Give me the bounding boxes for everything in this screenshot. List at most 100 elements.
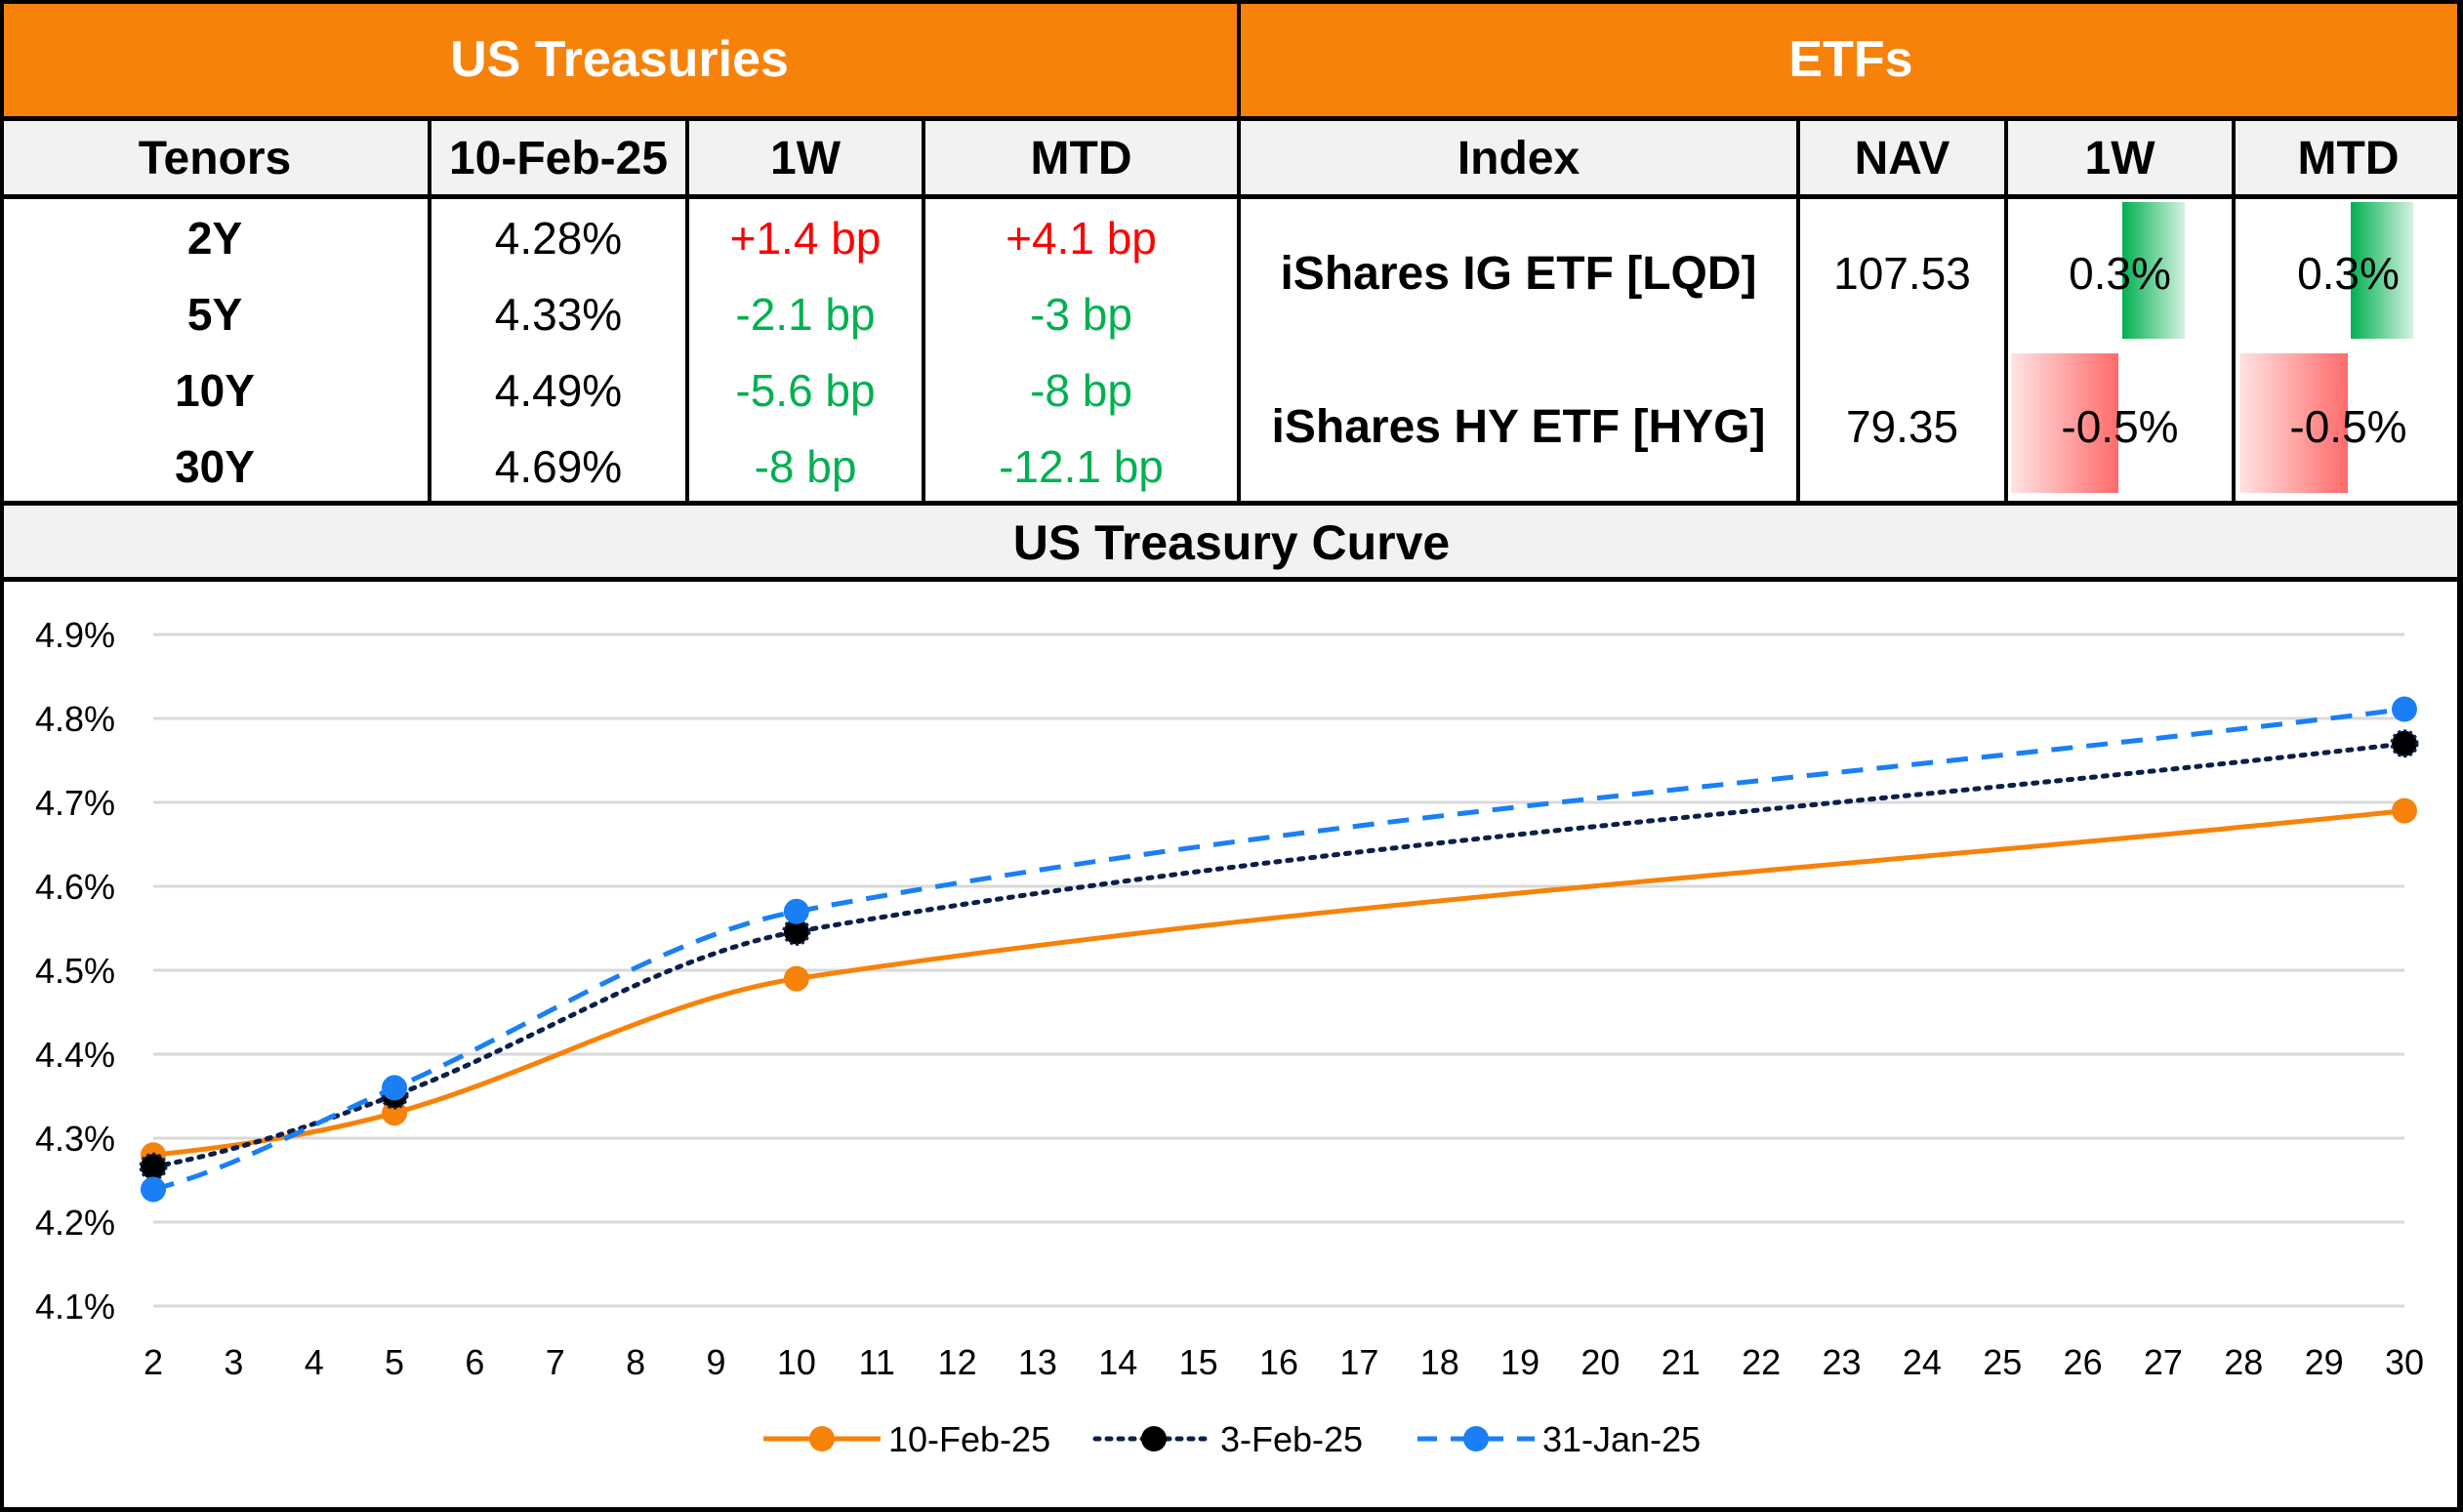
y-tick-label: 4.9% (35, 615, 115, 655)
treasuries-title: US Treasuries (450, 31, 789, 88)
x-tick-label: 30 (2385, 1342, 2424, 1382)
legend-marker (1141, 1426, 1167, 1451)
etfs-title: ETFs (1788, 31, 1913, 88)
change-mtd-cell: -8 bp (1030, 365, 1132, 416)
change-mtd-cell: -3 bp (1030, 289, 1132, 340)
data-point (2392, 696, 2417, 722)
border-section-divider (1237, 0, 1241, 505)
legend-marker (809, 1426, 835, 1451)
col-header-date: 10-Feb-25 (430, 119, 687, 197)
x-tick-label: 17 (1339, 1342, 1378, 1382)
data-point (141, 1176, 166, 1203)
data-point (2392, 797, 2417, 824)
legend-label: 3-Feb-25 (1220, 1419, 1363, 1459)
x-tick-label: 3 (224, 1342, 243, 1382)
x-tick-label: 12 (938, 1342, 977, 1382)
x-tick-label: 27 (2144, 1342, 2183, 1382)
border-col-7 (2232, 119, 2236, 505)
change-1w-cell: +1.4 bp (729, 213, 882, 264)
border-under-data (0, 501, 2463, 506)
y-tick-label: 4.2% (35, 1203, 115, 1243)
y-tick-label: 4.6% (35, 867, 115, 907)
x-tick-label: 5 (385, 1342, 404, 1382)
etfs-section-header: ETFs (1239, 0, 2463, 119)
border-top (0, 0, 2463, 4)
x-tick-label: 13 (1018, 1342, 1057, 1382)
nav-cell: 79.35 (1845, 401, 1959, 452)
col-header-1w: 1W (687, 119, 924, 197)
border-col-5 (1796, 119, 1800, 505)
border-col-6 (2004, 119, 2008, 505)
databar-hyg-1w (2011, 353, 2118, 493)
data-point (783, 898, 809, 924)
yield-cell: 4.49% (494, 365, 623, 416)
chart-title: US Treasury Curve (1012, 514, 1451, 570)
y-tick-label: 4.8% (35, 699, 115, 739)
etf-name-cell: iShares HY ETF [HYG] (1271, 400, 1766, 453)
y-tick-label: 4.5% (35, 951, 115, 991)
yield-cell: 4.28% (494, 213, 623, 264)
tenor-cell: 5Y (186, 289, 243, 340)
x-tick-label: 16 (1259, 1342, 1298, 1382)
border-under-chart-title (0, 577, 2463, 582)
x-tick-label: 24 (1903, 1342, 1942, 1382)
etf-1w-cell: 0.3% (2069, 248, 2171, 299)
x-tick-label: 9 (706, 1342, 725, 1382)
legend: 10-Feb-25 3-Feb-25 31-Jan-25 (763, 1419, 1701, 1459)
treasuries-section-header: US Treasuries (0, 0, 1239, 119)
x-tick-label: 29 (2305, 1342, 2344, 1382)
col-header-etf-1w: 1W (2006, 119, 2234, 197)
tenor-cell: 10Y (175, 365, 255, 416)
col-header-index: Index (1239, 119, 1798, 197)
x-tick-label: 2 (144, 1342, 163, 1382)
border-right (2457, 0, 2463, 1512)
y-tick-label: 4.1% (35, 1287, 115, 1327)
etf-mtd-cell: -0.5% (2289, 401, 2407, 452)
border-bottom (0, 1507, 2463, 1512)
databar-lqd-mtd (2351, 202, 2413, 339)
etf-1w-cell: -0.5% (2061, 401, 2179, 452)
x-axis-ticks: 2 3 4 5 6 7 8 9 10 11 12 13 14 15 16 17 18 19 20 21 22 23 24 25… (144, 1342, 2424, 1382)
data-point (382, 1075, 408, 1101)
y-tick-label: 4.3% (35, 1119, 115, 1159)
border-left (0, 0, 4, 1512)
border-under-col-header (0, 194, 2463, 199)
col-header-nav: NAV (1798, 119, 2006, 197)
series-lines (139, 696, 2419, 1203)
change-1w-cell: -5.6 bp (735, 365, 876, 416)
etf-name-cell: iShares IG ETF [LQD] (1280, 247, 1757, 300)
x-tick-label: 15 (1179, 1342, 1218, 1382)
border-col-3 (922, 119, 925, 505)
x-tick-label: 20 (1580, 1342, 1620, 1382)
legend-label: 31-Jan-25 (1542, 1419, 1701, 1459)
x-tick-label: 11 (859, 1342, 895, 1382)
x-tick-label: 23 (1822, 1342, 1861, 1382)
col-header-etf-mtd: MTD (2234, 119, 2463, 197)
change-mtd-cell: -12.1 bp (999, 441, 1164, 492)
col-header-mtd: MTD (924, 119, 1239, 197)
yield-cell: 4.69% (494, 441, 623, 492)
data-point (139, 1152, 168, 1181)
databar-hyg-mtd (2239, 353, 2348, 493)
y-tick-label: 4.4% (35, 1035, 115, 1075)
data-point (2390, 729, 2419, 758)
legend-item: 10-Feb-25 (763, 1419, 1050, 1459)
x-tick-label: 26 (2064, 1342, 2103, 1382)
change-mtd-cell: +4.1 bp (1006, 213, 1157, 264)
y-tick-label: 4.7% (35, 783, 115, 823)
legend-marker (1463, 1426, 1489, 1451)
x-tick-label: 22 (1742, 1342, 1781, 1382)
legend-label: 10-Feb-25 (888, 1419, 1050, 1459)
series-line-31-Jan-25 (152, 707, 2405, 1192)
tenor-cell: 30Y (175, 441, 255, 492)
legend-item: 3-Feb-25 (1092, 1419, 1363, 1459)
x-tick-label: 19 (1500, 1342, 1539, 1382)
col-header-tenors: Tenors (0, 119, 430, 197)
x-tick-label: 10 (777, 1342, 816, 1382)
legend-item: 31-Jan-25 (1417, 1419, 1701, 1459)
x-tick-label: 7 (546, 1342, 565, 1382)
data-point (783, 965, 809, 992)
x-tick-label: 4 (305, 1342, 324, 1382)
tenor-cell: 2Y (186, 213, 243, 264)
etf-mtd-cell: 0.3% (2297, 248, 2400, 299)
